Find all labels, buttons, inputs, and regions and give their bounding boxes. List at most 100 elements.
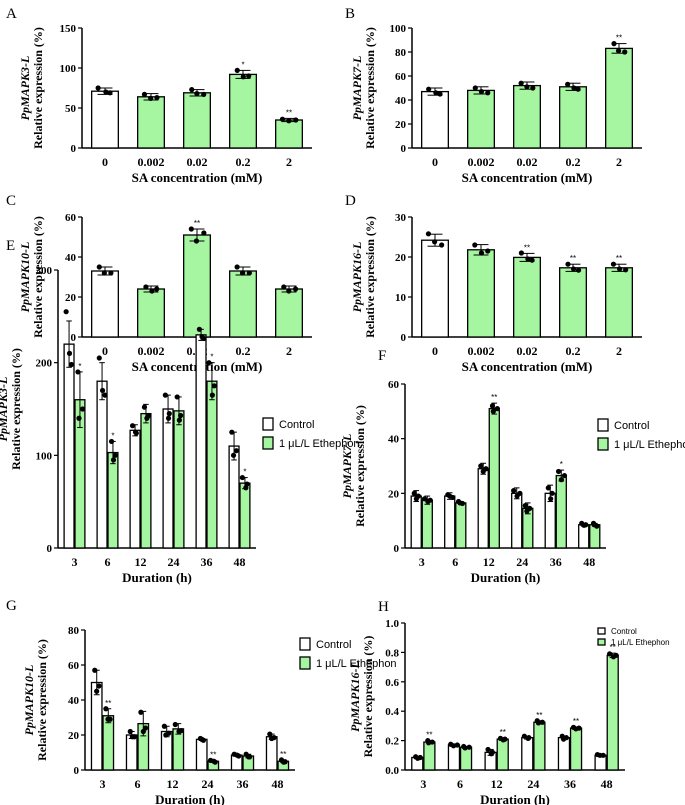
bar — [91, 90, 119, 149]
data-point — [143, 284, 149, 290]
x-tick-label: 36 — [564, 777, 576, 791]
legend-label: Control — [279, 419, 314, 431]
data-point — [485, 90, 491, 96]
bar — [63, 343, 75, 549]
significance-mark: * — [78, 362, 81, 371]
y-gene-label: PpMAPK10-L — [22, 665, 36, 736]
significance-mark: ** — [573, 717, 579, 726]
bar — [467, 89, 495, 149]
y-gene-label: PpMAPK16-L — [348, 661, 362, 732]
data-point — [279, 116, 286, 122]
data-point — [623, 267, 629, 273]
data-point — [209, 392, 215, 398]
y-tick-label: 100 — [390, 23, 407, 35]
data-point — [459, 500, 466, 507]
y-tick-label: 0.4 — [385, 706, 399, 718]
data-point — [108, 438, 115, 445]
y-gene-label: PpMAPK3-L — [0, 377, 10, 442]
data-point — [617, 266, 623, 272]
y-tick-label: 0 — [401, 332, 407, 344]
bar — [275, 288, 303, 338]
y-tick-label: 60 — [395, 71, 407, 83]
legend-label: 1 μL/L Ethephon — [279, 438, 360, 450]
data-point — [271, 735, 277, 741]
bar — [421, 499, 433, 549]
x-tick-label: 3 — [419, 555, 425, 569]
data-point — [415, 493, 422, 499]
data-point — [615, 48, 622, 54]
data-point — [148, 95, 154, 101]
legend-swatch — [299, 637, 311, 651]
data-point — [68, 361, 74, 368]
y-tick-label: 30 — [395, 212, 407, 224]
data-point — [417, 754, 423, 761]
x-axis-title: SA concentration (mM) — [132, 170, 263, 185]
bar — [467, 249, 495, 338]
data-point — [611, 41, 617, 47]
bar — [195, 334, 207, 549]
data-point — [583, 522, 589, 528]
data-point — [188, 226, 194, 232]
bar — [606, 654, 619, 771]
x-tick-label: 2 — [286, 155, 292, 169]
data-point — [234, 67, 240, 73]
x-tick-label: 0.002 — [138, 344, 165, 358]
data-point — [66, 350, 73, 356]
data-point — [246, 270, 252, 276]
data-point — [549, 490, 555, 496]
significance-mark: ** — [536, 711, 542, 720]
y-tick-label: 10 — [395, 292, 407, 304]
significance-mark: ** — [286, 108, 292, 117]
y-gene-label: PpMAPK7-L — [350, 56, 364, 121]
data-point — [200, 737, 207, 743]
y-tick-label: 300 — [36, 265, 53, 277]
x-tick-label: 0.2 — [566, 155, 581, 169]
legend-swatch — [597, 437, 609, 451]
data-point — [211, 383, 217, 389]
data-point — [161, 723, 167, 729]
y-tick-label: 0 — [71, 332, 77, 344]
data-point — [196, 326, 202, 332]
y-tick-label: 1.0 — [385, 618, 399, 630]
panel-letter: B — [345, 6, 355, 22]
panel-letter: E — [6, 238, 15, 254]
y-tick-label: 40 — [68, 695, 80, 707]
y-tick-label: 150 — [60, 23, 77, 35]
data-point — [94, 688, 100, 694]
data-point — [411, 490, 417, 496]
y-tick-label: 80 — [68, 625, 80, 637]
y-tick-label: 0 — [401, 143, 407, 155]
bar — [125, 734, 138, 771]
bar — [557, 737, 571, 771]
data-point — [570, 266, 577, 272]
y-tick-label: 50 — [65, 103, 77, 115]
x-tick-label: 48 — [583, 555, 595, 569]
bar — [195, 738, 208, 771]
legend-label: 1 μL/L Ethephon — [611, 638, 670, 647]
data-point — [247, 754, 253, 760]
data-point — [112, 452, 118, 458]
significance-mark: ** — [570, 254, 576, 263]
y-axis-title: Relative expression (%) — [353, 405, 367, 527]
bar — [275, 119, 303, 149]
data-point — [575, 86, 581, 92]
x-tick-label: 12 — [167, 777, 179, 791]
data-point — [131, 734, 138, 740]
data-point — [485, 746, 491, 753]
y-axis-title: Relative expression (%) — [363, 27, 377, 149]
data-point — [517, 490, 523, 496]
bar — [183, 234, 211, 338]
bar — [265, 736, 278, 771]
data-point — [138, 709, 144, 715]
data-point — [233, 448, 239, 454]
bar — [140, 412, 152, 549]
data-point — [178, 728, 184, 734]
y-gene-label: PpMAPK7-L — [340, 434, 354, 499]
legend-swatch — [299, 656, 311, 670]
data-point — [600, 752, 606, 758]
